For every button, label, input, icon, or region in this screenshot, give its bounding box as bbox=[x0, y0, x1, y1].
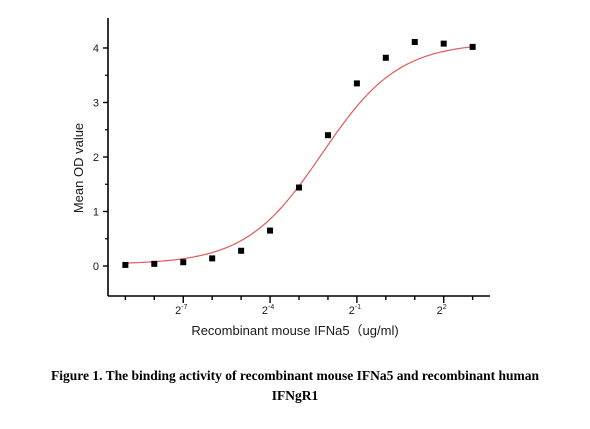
x-axis-label: Recombinant mouse IFNa5（ug/ml) bbox=[191, 323, 398, 338]
data-point bbox=[296, 184, 302, 191]
data-point bbox=[411, 38, 418, 45]
x-tick-label: 2-4 bbox=[262, 304, 274, 317]
data-point bbox=[324, 132, 331, 139]
y-axis-label: Mean OD value bbox=[71, 123, 86, 213]
data-point bbox=[151, 260, 158, 267]
data-point bbox=[122, 261, 129, 268]
y-tick-label: 1 bbox=[93, 207, 99, 219]
y-tick-label: 3 bbox=[93, 97, 99, 109]
y-tick-label: 4 bbox=[93, 43, 99, 55]
data-point bbox=[440, 40, 447, 47]
figure-caption: Figure 1. The binding activity of recomb… bbox=[0, 366, 590, 406]
fit-curve-layer bbox=[125, 46, 473, 264]
data-point bbox=[382, 54, 389, 61]
data-point bbox=[238, 247, 245, 254]
y-tick-label: 2 bbox=[93, 152, 99, 164]
data-points-layer bbox=[122, 38, 476, 268]
y-tick-label: 0 bbox=[93, 261, 99, 273]
data-point bbox=[209, 255, 216, 262]
axes: 0 1 2 3 4 2-7 2-4 2-1 22 bbox=[93, 18, 490, 317]
figure-caption-line-2: IFNgR1 bbox=[271, 388, 319, 403]
figure-caption-line-1: Figure 1. The binding activity of recomb… bbox=[50, 368, 540, 383]
x-tick-label: 2-7 bbox=[175, 304, 187, 317]
data-point bbox=[180, 259, 187, 266]
x-tick-label: 2-1 bbox=[349, 304, 361, 317]
fit-curve bbox=[125, 46, 473, 264]
x-tick-label: 22 bbox=[437, 304, 447, 317]
data-point bbox=[469, 43, 476, 50]
data-point bbox=[353, 80, 360, 87]
data-point bbox=[267, 227, 274, 234]
